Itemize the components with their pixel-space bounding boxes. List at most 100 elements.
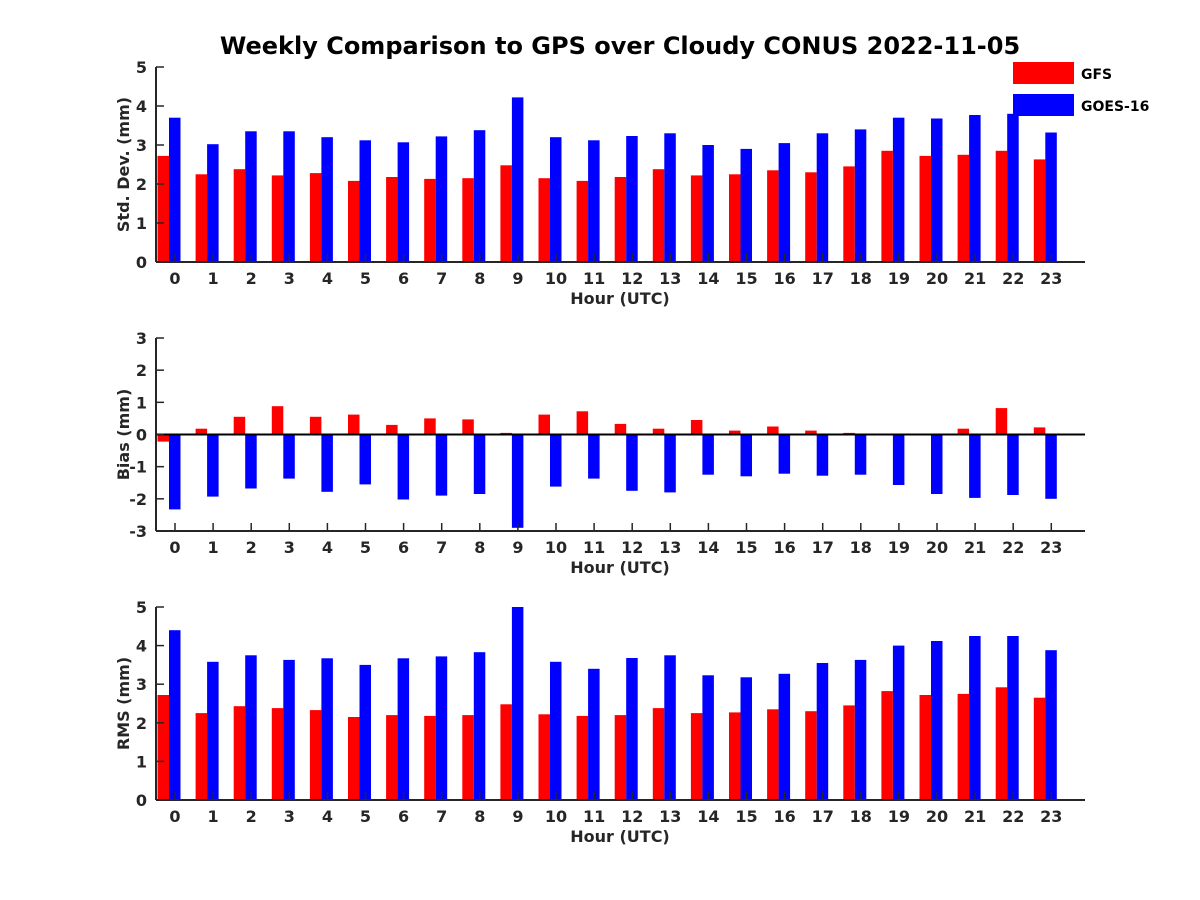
x-tick-label: 20 xyxy=(926,807,948,826)
bar-gfs-10 xyxy=(538,178,550,262)
x-tick-label: 14 xyxy=(697,807,719,826)
bar-gfs-23 xyxy=(1033,159,1046,262)
bar-goes-16-18 xyxy=(854,129,867,262)
legend-label-goes-16: GOES-16 xyxy=(1081,99,1149,115)
x-tick-label: 4 xyxy=(322,269,333,288)
bar-gfs-6 xyxy=(386,715,398,800)
x-tick-label: 14 xyxy=(697,538,719,557)
x-tick-label: 2 xyxy=(246,807,257,826)
bar-gfs-12 xyxy=(614,715,627,800)
x-tick-label: 2 xyxy=(246,538,257,557)
bar-goes-16-14 xyxy=(702,675,714,800)
bar-goes-16-13 xyxy=(664,434,676,493)
x-tick-label: 16 xyxy=(773,807,795,826)
x-tick-label: 16 xyxy=(773,269,795,288)
bar-gfs-6 xyxy=(386,177,398,262)
bar-gfs-17 xyxy=(805,711,817,800)
x-tick-label: 1 xyxy=(208,807,219,826)
bar-gfs-6 xyxy=(386,424,398,435)
x-tick-label: 10 xyxy=(545,269,567,288)
x-tick-label: 20 xyxy=(926,269,948,288)
y-tick-label: 5 xyxy=(136,598,147,617)
bar-gfs-7 xyxy=(424,418,436,435)
x-tick-label: 12 xyxy=(621,269,643,288)
x-tick-label: 5 xyxy=(360,538,371,557)
x-tick-label: 10 xyxy=(545,807,567,826)
x-tick-label: 5 xyxy=(360,807,371,826)
bar-gfs-3 xyxy=(271,708,284,800)
bar-gfs-23 xyxy=(1033,427,1046,435)
legend-swatch-gfs xyxy=(1013,62,1074,84)
x-tick-label: 0 xyxy=(169,269,180,288)
y-tick-label: -2 xyxy=(129,490,147,509)
bar-goes-16-13 xyxy=(664,655,676,801)
bar-goes-16-14 xyxy=(702,145,714,262)
legend-label-gfs: GFS xyxy=(1081,67,1112,83)
bar-goes-16-15 xyxy=(740,148,752,262)
x-tick-label: 12 xyxy=(621,807,643,826)
x-axis-label: Hour (UTC) xyxy=(570,827,670,846)
y-tick-label: 3 xyxy=(136,675,147,694)
bar-gfs-20 xyxy=(919,695,931,800)
bar-goes-16-5 xyxy=(359,434,371,485)
x-tick-label: 22 xyxy=(1002,807,1024,826)
bar-gfs-4 xyxy=(309,173,322,262)
bar-goes-16-22 xyxy=(1007,636,1019,800)
bar-goes-16-5 xyxy=(359,664,371,800)
x-tick-label: 7 xyxy=(436,807,447,826)
legend-swatch-goes-16 xyxy=(1013,94,1074,116)
bar-gfs-10 xyxy=(538,714,550,800)
x-tick-label: 4 xyxy=(322,538,333,557)
x-tick-label: 0 xyxy=(169,807,180,826)
bar-goes-16-1 xyxy=(207,144,219,262)
bar-goes-16-10 xyxy=(550,434,562,487)
bar-gfs-4 xyxy=(309,416,322,435)
x-tick-label: 6 xyxy=(398,538,409,557)
bar-gfs-20 xyxy=(919,155,931,262)
bar-goes-16-2 xyxy=(245,655,257,801)
bar-gfs-3 xyxy=(271,406,284,435)
bar-gfs-23 xyxy=(1033,697,1046,800)
x-tick-label: 3 xyxy=(284,269,295,288)
y-tick-label: 0 xyxy=(136,426,147,445)
y-axis-label: RMS (mm) xyxy=(114,657,133,750)
x-tick-label: 14 xyxy=(697,269,719,288)
bar-gfs-2 xyxy=(233,706,246,800)
bar-goes-16-9 xyxy=(511,97,524,263)
bar-goes-16-4 xyxy=(321,137,333,262)
bar-gfs-16 xyxy=(767,170,779,262)
y-tick-label: 2 xyxy=(136,714,147,733)
bar-goes-16-8 xyxy=(473,130,486,262)
x-tick-label: 8 xyxy=(474,538,485,557)
x-tick-label: 15 xyxy=(735,269,757,288)
x-tick-label: 15 xyxy=(735,538,757,557)
x-tick-label: 2 xyxy=(246,269,257,288)
x-tick-label: 17 xyxy=(812,807,834,826)
bar-goes-16-20 xyxy=(931,641,943,800)
x-tick-label: 9 xyxy=(512,807,523,826)
bar-goes-16-1 xyxy=(207,434,219,497)
bar-goes-16-3 xyxy=(283,659,295,800)
bar-gfs-17 xyxy=(805,172,817,262)
y-tick-label: 1 xyxy=(136,393,147,412)
bar-gfs-8 xyxy=(462,178,474,262)
bar-goes-16-23 xyxy=(1045,434,1057,499)
bar-goes-16-11 xyxy=(588,140,600,262)
y-axis-label: Std. Dev. (mm) xyxy=(114,97,133,232)
chart-title: Weekly Comparison to GPS over Cloudy CON… xyxy=(220,32,1020,60)
bar-gfs-21 xyxy=(957,154,970,263)
y-tick-label: -3 xyxy=(129,522,147,541)
bar-goes-16-8 xyxy=(473,652,486,800)
bar-gfs-5 xyxy=(348,414,360,435)
x-tick-label: 0 xyxy=(169,538,180,557)
bar-gfs-13 xyxy=(652,708,665,800)
bar-goes-16-3 xyxy=(283,131,295,262)
x-tick-label: 19 xyxy=(888,807,910,826)
y-tick-label: 1 xyxy=(136,752,147,771)
chart-legend: GFS GOES-16 xyxy=(1013,62,1149,116)
bar-goes-16-7 xyxy=(435,656,448,800)
